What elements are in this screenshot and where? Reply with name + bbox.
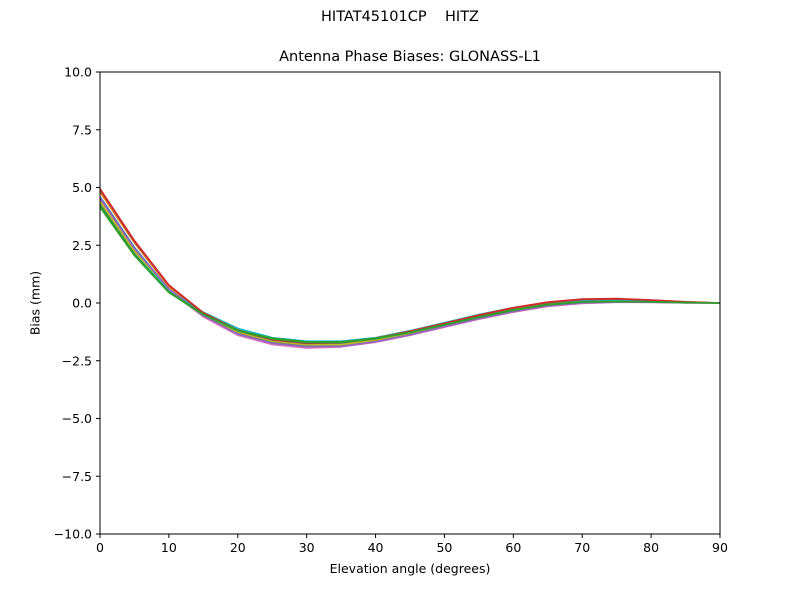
series-line-7 xyxy=(100,197,720,348)
y-tick-label: 5.0 xyxy=(72,180,92,195)
x-tick-label: 50 xyxy=(436,540,452,555)
y-tick-label: −10.0 xyxy=(54,527,92,542)
series-line-8 xyxy=(100,189,720,345)
y-tick-label: 0.0 xyxy=(72,296,92,311)
x-tick-label: 70 xyxy=(574,540,590,555)
y-tick-label: 7.5 xyxy=(72,122,92,137)
series-line-4 xyxy=(100,202,720,347)
x-tick-label: 90 xyxy=(712,540,728,555)
y-tick-label: −5.0 xyxy=(62,411,92,426)
x-tick-label: 20 xyxy=(230,540,246,555)
y-tick-label: −7.5 xyxy=(62,469,92,484)
x-tick-label: 0 xyxy=(96,540,104,555)
y-axis-label: Bias (mm) xyxy=(27,270,43,336)
series-group xyxy=(100,187,720,349)
y-tick-label: −2.5 xyxy=(62,353,92,368)
y-tick-label: 10.0 xyxy=(64,65,92,80)
series-line-3 xyxy=(100,198,720,349)
figure-suptitle: HITAT45101CP HITZ xyxy=(321,9,479,25)
x-tick-label: 80 xyxy=(643,540,659,555)
x-axis-label: Elevation angle (degrees) xyxy=(329,561,491,576)
x-tick-label: 30 xyxy=(299,540,315,555)
x-tick-label: 40 xyxy=(368,540,384,555)
series-line-6 xyxy=(100,205,720,342)
series-line-5 xyxy=(100,200,720,346)
x-tick-label: 60 xyxy=(505,540,521,555)
chart-title: Antenna Phase Biases: GLONASS-L1 xyxy=(279,49,541,65)
series-line-1 xyxy=(100,195,720,345)
series-line-11 xyxy=(100,204,720,343)
series-line-10 xyxy=(100,206,720,344)
series-line-9 xyxy=(100,187,720,344)
series-line-2 xyxy=(100,191,720,344)
x-tick-label: 10 xyxy=(161,540,177,555)
y-tick-label: 2.5 xyxy=(72,238,92,253)
